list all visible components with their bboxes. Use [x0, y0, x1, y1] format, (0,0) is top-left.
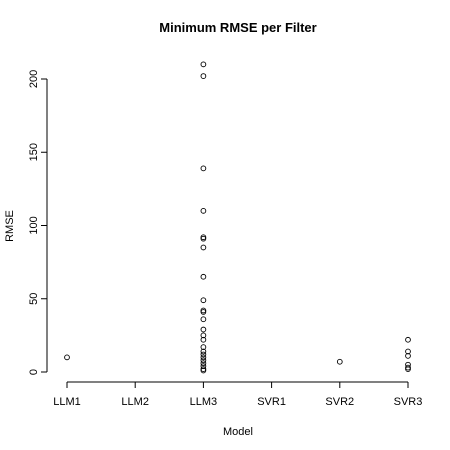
data-point: [200, 165, 207, 172]
x-tick-label: SVR2: [325, 396, 354, 408]
data-point: [200, 357, 207, 364]
data-point: [200, 351, 207, 358]
data-point: [64, 354, 70, 361]
data-point: [200, 244, 207, 251]
data-point: [200, 235, 207, 242]
data-point: [200, 360, 207, 367]
data-point: [200, 208, 207, 214]
x-tick-label: LLM1: [53, 396, 81, 408]
data-point: [200, 336, 207, 343]
data-point: [200, 273, 207, 280]
y-tick-label: 100: [28, 216, 40, 234]
data-point: [200, 61, 207, 68]
x-tick-label: LLM2: [121, 396, 149, 408]
data-points: [64, 61, 411, 374]
y-axis: 0 50 100 150 200: [28, 70, 48, 375]
data-point: [405, 336, 411, 343]
x-axis: LLM1 LLM2 LLM3 SVR1 SVR2 SVR3: [53, 381, 423, 408]
x-tick-label: SVR1: [257, 396, 286, 408]
x-tick-label: LLM3: [190, 396, 218, 408]
data-point: [200, 348, 207, 355]
x-axis-label: Model: [223, 426, 253, 438]
y-axis-label: RMSE: [4, 210, 16, 242]
chart-title: Minimum RMSE per Filter: [159, 20, 316, 35]
x-tick-label: SVR3: [394, 396, 423, 408]
data-point: [200, 316, 207, 323]
y-tick-label: 200: [28, 70, 40, 88]
y-tick-label: 150: [28, 143, 40, 161]
data-point: [200, 326, 207, 333]
y-tick-label: 50: [28, 293, 40, 305]
y-tick-label: 0: [28, 369, 40, 375]
data-point: [200, 354, 207, 361]
data-point: [200, 309, 207, 315]
data-point: [336, 358, 343, 365]
data-point: [200, 367, 207, 374]
data-point: [405, 353, 411, 359]
data-point: [200, 73, 207, 79]
data-point: [200, 297, 207, 304]
data-point: [405, 366, 411, 372]
